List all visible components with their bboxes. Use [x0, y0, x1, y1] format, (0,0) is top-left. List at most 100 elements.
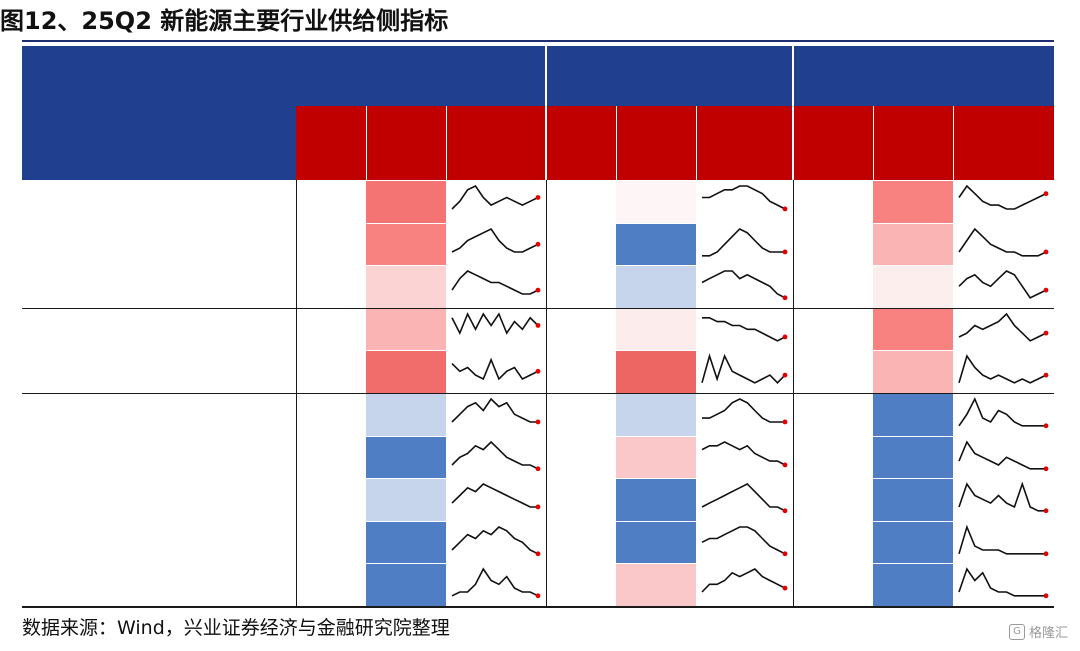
value-25q2: [793, 180, 873, 223]
sparkline-end-marker: [1043, 551, 1049, 556]
value-25q2: [546, 308, 616, 351]
trend-sparkline: [958, 354, 1049, 385]
percentile-cell: [873, 351, 953, 393]
industry-group-label: [22, 308, 132, 393]
trend-sparkline: [451, 311, 541, 335]
sparkline-end-marker: [1043, 508, 1049, 514]
trend-sparkline: [701, 525, 788, 556]
value-25q2: [546, 180, 616, 223]
value-25q2: [793, 478, 873, 521]
sparkline-end-marker: [535, 419, 541, 425]
sparkline-end-marker: [535, 287, 541, 293]
value-25q2: [546, 563, 616, 606]
value-25q2: [793, 308, 873, 351]
sparkline-path: [958, 270, 1047, 300]
sparkline-end-marker: [1043, 593, 1049, 599]
value-25q2: [793, 350, 873, 393]
sparkline-path: [451, 483, 538, 508]
subheader-col: [873, 106, 953, 180]
percentile-cell: [873, 564, 953, 606]
trend-sparkline: [958, 184, 1049, 210]
title-underline: [22, 40, 1054, 42]
value-25q2: [296, 223, 366, 266]
trend-sparkline: [958, 270, 1049, 300]
sparkline-path: [958, 481, 1046, 512]
value-25q2: [296, 350, 366, 393]
trend-sparkline: [702, 227, 788, 257]
subheader-divider: [446, 106, 447, 180]
sub-industry-name: [132, 436, 296, 479]
sparkline-end-marker: [1043, 423, 1049, 429]
group-separator: [22, 393, 1054, 394]
sparkline-path: [451, 270, 539, 295]
sub-industry-name: [132, 478, 296, 521]
value-25q2: [546, 521, 616, 564]
header-group-2: [793, 46, 1054, 106]
sparkline-path: [701, 525, 786, 555]
value-25q2: [546, 265, 616, 308]
sparkline-path: [451, 397, 538, 423]
value-25q2: [296, 563, 366, 606]
sparkline-path: [702, 185, 786, 210]
sparkline-end-marker: [1043, 465, 1049, 471]
trend-sparkline: [958, 312, 1049, 342]
percentile-cell: [873, 181, 953, 223]
sparkline-path: [701, 353, 786, 385]
sub-industry-name: [132, 521, 296, 564]
sparkline-path: [702, 316, 786, 342]
sub-industry-name: [132, 265, 296, 308]
trend-sparkline: [451, 525, 541, 556]
sparkline-end-marker: [782, 419, 788, 425]
subheader-col: [296, 106, 366, 180]
trend-sparkline: [451, 440, 541, 471]
group-separator: [22, 307, 1054, 309]
subheader-divider: [366, 106, 367, 180]
industry-group-label: [22, 180, 132, 308]
percentile-cell: [873, 479, 953, 521]
percentile-cell: [366, 351, 446, 393]
percentile-cell: [616, 479, 696, 521]
value-25q2: [793, 265, 873, 308]
sparkline-end-marker: [535, 504, 541, 510]
sparkline-end-marker: [535, 465, 541, 471]
trend-sparkline: [451, 567, 541, 599]
percentile-cell: [616, 223, 696, 266]
table-bottom-rule: [22, 606, 1054, 608]
sub-industry-name: [132, 563, 296, 606]
trend-sparkline: [702, 316, 788, 342]
value-25q2: [793, 223, 873, 266]
header-sub-industry: [132, 46, 296, 180]
trend-sparkline: [451, 270, 541, 295]
trend-sparkline: [702, 185, 788, 212]
industry-group-label: [22, 393, 132, 606]
header-level2: [22, 46, 132, 180]
value-25q2: [296, 308, 366, 351]
percentile-cell: [366, 394, 446, 436]
sparkline-end-marker: [1043, 287, 1049, 293]
sparkline-path: [701, 440, 786, 466]
value-25q2: [296, 393, 366, 436]
sparkline-end-marker: [782, 249, 788, 254]
subheader-col: [696, 106, 793, 180]
sparkline-path: [958, 184, 1047, 210]
value-25q2: [546, 393, 616, 436]
percentile-cell: [616, 394, 696, 436]
value-25q2: [296, 436, 366, 479]
sparkline-path: [451, 440, 539, 470]
value-25q2: [793, 563, 873, 606]
sparkline-end-marker: [782, 334, 788, 340]
sparkline-end-marker: [782, 295, 788, 301]
value-25q2: [546, 350, 616, 393]
subheader-divider: [696, 106, 697, 180]
percentile-cell: [616, 564, 696, 606]
trend-sparkline: [702, 398, 788, 425]
trend-sparkline: [451, 358, 541, 381]
subheader-col: [366, 106, 446, 180]
percentile-cell: [366, 479, 446, 521]
sparkline-path: [958, 354, 1047, 385]
sparkline-end-marker: [1043, 249, 1049, 254]
subheader-divider: [953, 106, 954, 180]
sub-industry-name: [132, 180, 296, 223]
percentile-cell: [616, 436, 696, 479]
sparkline-path: [958, 397, 1046, 427]
